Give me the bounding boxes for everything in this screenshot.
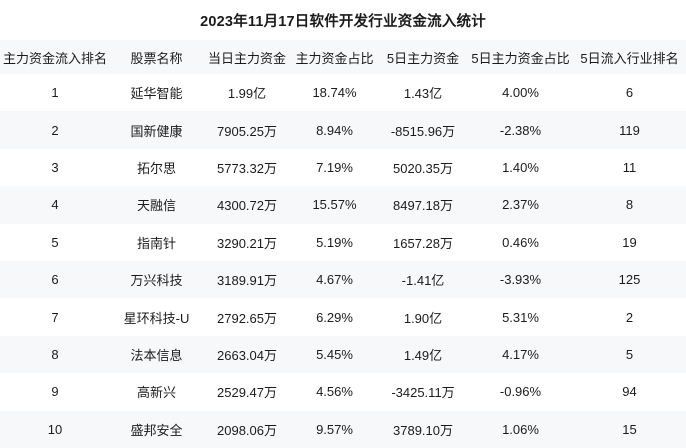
table-row: 3 拓尔思 5773.32万 7.19% 5020.35万 1.40% 11 [0,149,686,186]
table-cell: 5.45% [316,346,353,362]
table-cell: 9.57% [316,421,353,437]
table-cell: 2663.04万 [217,347,277,363]
table-cell: 6 [625,85,634,101]
table-cell: 1 [51,85,59,101]
table-cell: 2529.47万 [217,385,277,401]
table-cell: 11 [622,159,637,175]
table-row: 1 延华智能 1.99亿 18.74% 1.43亿 4.00% 6 [0,74,686,111]
table-cell: 3290.21万 [217,235,277,251]
table-cell: 万兴科技 [130,273,183,289]
table-row: 4 天融信 4300.72万 15.57% 8497.18万 2.37% 8 [0,186,686,224]
table-cell: 3 [51,159,59,175]
table-cell: 1.49亿 [403,347,443,363]
table-cell: 4.00% [502,85,539,101]
table-cell: 8.94% [316,122,353,138]
table-cell: 2792.65万 [217,310,277,326]
table-cell: 2 [625,309,634,325]
column-header: 5日流入行业排名 [573,40,686,74]
table-cell: 5.31% [502,309,539,325]
table-cell: 4 [51,197,59,213]
table-cell: 0.46% [502,234,539,250]
table-cell: 125 [618,272,641,288]
table-cell: 18.74% [312,85,357,101]
table-cell: 1.43亿 [403,86,443,102]
capital-flow-table: 主力资金流入排名 股票名称 当日主力资金 主力资金占比 5日主力资金 5日主力资金占比 5日… [0,40,686,448]
column-header: 5日主力资金 [378,40,468,74]
table-header-row: 主力资金流入排名 股票名称 当日主力资金 主力资金占比 5日主力资金 5日主力资金占比 5日… [0,40,686,74]
table-cell: 3789.10万 [393,422,453,438]
table-cell: 7 [51,309,59,325]
table-cell: 5 [625,346,634,362]
table-cell: 119 [619,122,640,138]
table-cell: 6.29% [316,309,353,325]
column-header: 5日主力资金占比 [468,40,573,74]
table-cell: 8 [625,197,634,213]
table-body: 1 延华智能 1.99亿 18.74% 1.43亿 4.00% 6 2 国新健康 7905.25万… [0,74,686,448]
table-cell: -8515.96万 [390,123,456,139]
table-cell: 4.56% [316,384,353,400]
table-cell: 2 [51,122,59,138]
table-cell: 8497.18万 [393,198,453,214]
table-row: 7 星环科技-U 2792.65万 6.29% 1.90亿 5.31% 2 [0,298,686,335]
table-cell: 1.06% [502,421,539,437]
table-row: 6 万兴科技 3189.91万 4.67% -1.41亿 -3.93% 125 [0,260,686,299]
table-cell: -3.93% [499,272,542,288]
table-cell: -0.96% [499,384,542,400]
table-cell: -3425.11万 [391,385,455,401]
table-cell: 盛邦安全 [130,422,183,438]
table-cell: 5.19% [316,234,353,250]
column-header: 主力资金流入排名 [0,40,110,74]
table-cell: 15.57% [312,197,357,213]
table-cell: 10 [47,421,63,437]
table-cell: -2.38% [499,122,542,138]
table-cell: 4300.72万 [217,198,277,214]
table-cell: 星环科技-U [123,310,190,326]
table-cell: 法本信息 [130,347,183,363]
table-cell: 延华智能 [130,86,183,102]
table-cell: 8 [51,346,59,362]
page-title: 2023年11月17日软件开发行业资金流入统计 [200,13,486,30]
column-header: 主力资金占比 [291,40,378,74]
column-header: 股票名称 [110,40,203,74]
table-cell: -1.41亿 [401,273,445,289]
table-cell: 天融信 [136,198,176,214]
table-row: 8 法本信息 2663.04万 5.45% 1.49亿 4.17% 5 [0,335,686,374]
table-cell: 国新健康 [130,123,183,139]
table-cell: 9 [51,384,59,400]
table-cell: 15 [622,421,637,437]
table-cell: 2.37% [502,197,539,213]
table-cell: 3189.91万 [217,273,277,289]
table-cell: 19 [622,234,637,250]
table-cell: 7905.25万 [217,123,277,139]
table-cell: 2098.06万 [217,422,277,438]
table-row: 10 盛邦安全 2098.06万 9.57% 3789.10万 1.06% 15 [0,410,686,448]
table-cell: 拓尔思 [136,160,176,176]
table-cell: 5 [51,234,59,250]
table-cell: 指南针 [136,235,176,251]
table-cell: 7.19% [316,159,353,175]
table-row: 5 指南针 3290.21万 5.19% 1657.28万 0.46% 19 [0,224,686,261]
table-cell: 6 [51,272,59,288]
column-header: 当日主力资金 [203,40,291,74]
table-cell: 1657.28万 [393,235,453,251]
table-cell: 1.90亿 [403,310,443,326]
table-cell: 4.17% [502,346,539,362]
table-cell: 5020.35万 [393,160,453,176]
table-cell: 5773.32万 [217,160,277,176]
table-cell: 4.67% [316,272,353,288]
table-cell: 94 [622,384,637,400]
table-cell: 1.40% [502,159,539,175]
table-cell: 高新兴 [136,385,176,401]
table-row: 9 高新兴 2529.47万 4.56% -3425.11万 -0.96% 94 [0,373,686,410]
table-cell: 1.99亿 [227,86,267,102]
table-row: 2 国新健康 7905.25万 8.94% -8515.96万 -2.38% 119 [0,111,686,149]
